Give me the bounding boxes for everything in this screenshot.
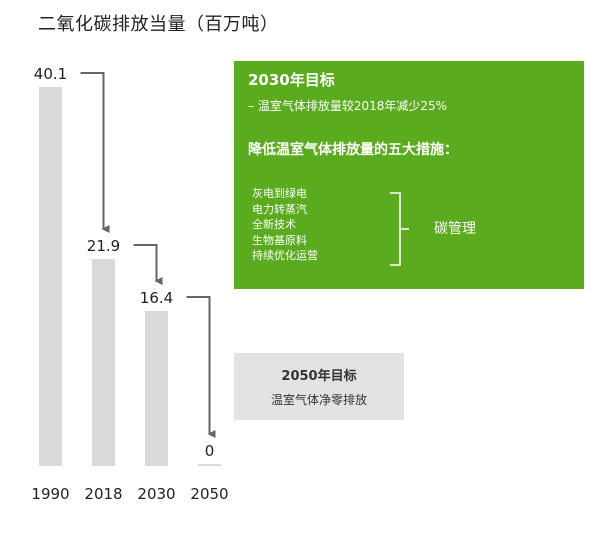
goal-2050-subtitle: 温室气体净零排放	[270, 393, 367, 407]
category-label-1990: 1990	[31, 485, 69, 503]
category-label-2050: 2050	[190, 485, 228, 503]
arrow-2018-to-2030	[133, 244, 163, 285]
value-label-2030: 16.4	[140, 289, 173, 307]
goal-2030-box: 2030年目标 – 温室气体排放量较2018年减少25% 降低温室气体排放量的五…	[234, 61, 584, 289]
value-label-1990: 40.1	[34, 65, 67, 83]
category-label-2018: 2018	[84, 485, 122, 503]
bar-1990	[39, 87, 62, 466]
chart-title: 二氧化碳排放当量（百万吨）	[38, 14, 279, 35]
measure-item: 电力转蒸汽	[252, 202, 307, 216]
category-label-2030: 2030	[137, 485, 175, 503]
measures-title: 降低温室气体排放量的五大措施：	[248, 142, 458, 158]
bar-2030	[145, 310, 168, 466]
measure-item: 生物基原料	[252, 233, 307, 247]
bar-2018	[92, 259, 115, 466]
bracket-icon	[390, 192, 409, 266]
measures-list: 灰电到绿电 电力转蒸汽 全新技术 生物基原料 持续优化运营	[252, 186, 318, 264]
goal-2050-heading: 2050年目标	[281, 369, 357, 384]
carbon-management-label: 碳管理	[434, 221, 476, 237]
goal-2030-subtitle: – 温室气体排放量较2018年减少25%	[248, 99, 448, 113]
measure-item: 灰电到绿电	[252, 187, 307, 200]
arrow-1990-to-2018	[80, 72, 110, 234]
value-label-2050: 0	[205, 442, 215, 460]
goal-2050-box: 2050年目标 温室气体净零排放	[234, 353, 404, 420]
measure-item: 全新技术	[252, 218, 296, 231]
measure-item: 持续优化运营	[252, 249, 318, 262]
arrow-2030-to-2050	[186, 295, 216, 438]
value-label-2018: 21.9	[87, 237, 120, 255]
bar-2050	[198, 464, 221, 466]
goal-2030-heading: 2030年目标	[248, 71, 335, 89]
